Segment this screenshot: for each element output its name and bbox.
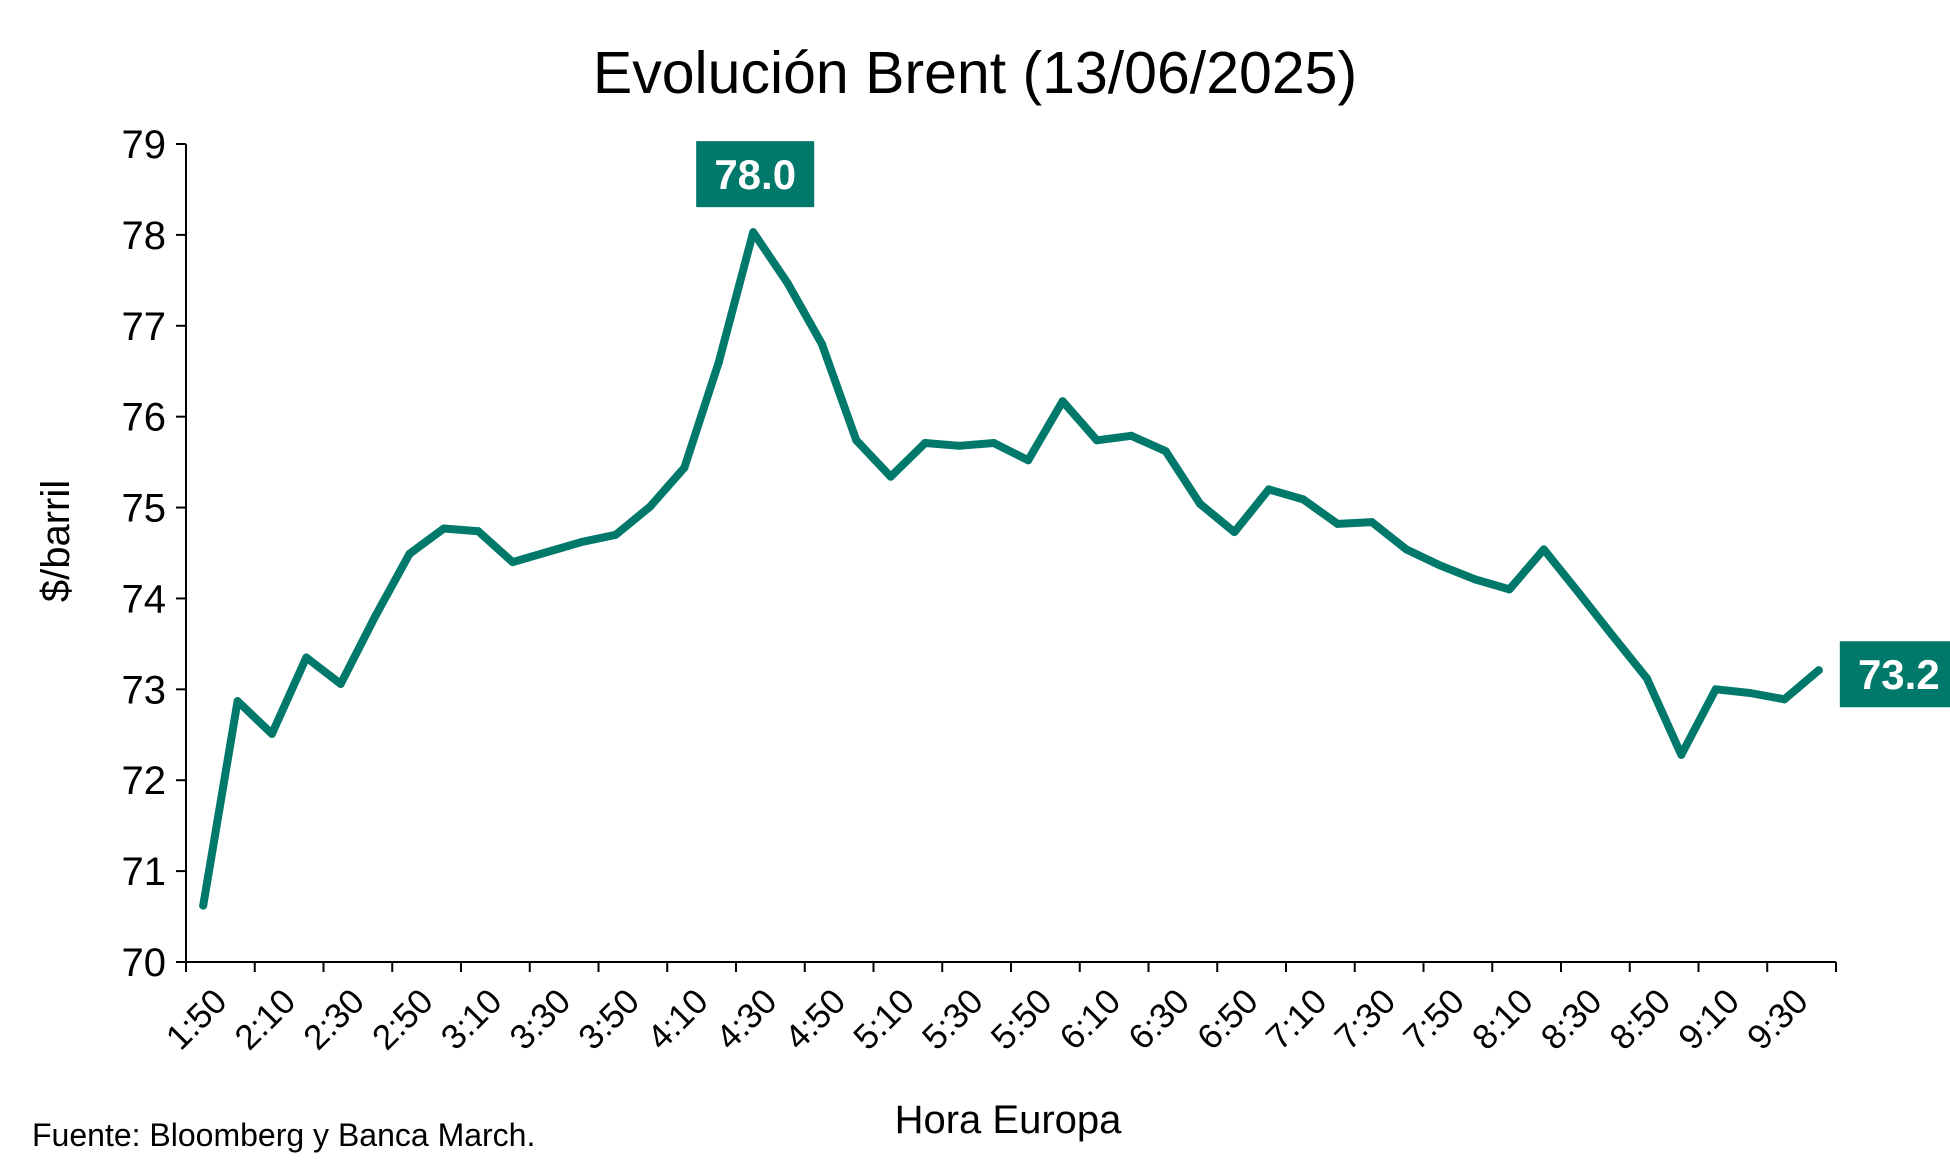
data-point: [542, 548, 551, 557]
x-tick-label: 2:10: [227, 982, 303, 1058]
x-axis-label: Hora Europa: [895, 1098, 1123, 1142]
value-callout-box: [1839, 641, 1950, 708]
data-point: [1574, 588, 1583, 597]
x-tick-label: 8:10: [1465, 982, 1541, 1058]
data-point: [1746, 688, 1755, 697]
chart-title: Evolución Brent (13/06/2025): [593, 40, 1357, 106]
data-point: [1264, 485, 1273, 494]
x-tick-label: 4:10: [640, 982, 716, 1058]
data-point: [302, 653, 311, 662]
brent-price-line: [199, 228, 1823, 910]
data-point: [474, 527, 483, 536]
y-tick-label: 78: [122, 214, 167, 258]
data-point: [1711, 685, 1720, 694]
x-tick-label: 1:50: [159, 982, 235, 1058]
y-tick-label: 73: [122, 668, 167, 712]
data-point: [1677, 750, 1686, 759]
x-tick-label: 9:30: [1740, 982, 1816, 1058]
data-point: [371, 612, 380, 621]
x-tick-label: 4:50: [777, 982, 853, 1058]
x-tick-label: 8:50: [1602, 982, 1678, 1058]
data-point: [714, 358, 723, 367]
data-point: [1299, 495, 1308, 504]
x-tick-label: 5:50: [984, 982, 1060, 1058]
data-point: [1814, 666, 1823, 675]
data-point: [1058, 397, 1067, 406]
data-point: [955, 441, 964, 450]
data-point: [989, 439, 998, 448]
data-point: [1092, 436, 1101, 445]
x-tick-label: 6:30: [1121, 982, 1197, 1058]
x-tick-label: 3:30: [502, 982, 578, 1058]
x-tick-label: 2:30: [296, 982, 372, 1058]
data-point: [921, 439, 930, 448]
data-point: [1024, 456, 1033, 465]
value-callout-box: [696, 141, 815, 208]
y-axis: 70 71 72 73 74 75 76 77 78 79: [122, 123, 187, 985]
x-tick-label: 3:50: [571, 982, 647, 1058]
source-note: Fuente: Bloomberg y Banca March.: [32, 1117, 535, 1153]
x-tick-label: 5:30: [915, 982, 991, 1058]
data-point: [1436, 561, 1445, 570]
data-point: [267, 729, 276, 738]
data-point: [817, 339, 826, 348]
data-point: [749, 228, 758, 237]
data-point: [1230, 528, 1239, 537]
data-point: [508, 558, 517, 567]
data-point: [611, 530, 620, 539]
data-point: [886, 472, 895, 481]
y-axis-label: $/barril: [34, 480, 78, 602]
data-point: [1471, 575, 1480, 584]
data-point: [336, 679, 345, 688]
y-tick-label: 77: [122, 305, 167, 349]
x-tick-label: 7:10: [1259, 982, 1335, 1058]
data-point: [405, 549, 414, 558]
data-point: [1539, 545, 1548, 554]
data-point: [680, 463, 689, 472]
series-group: [199, 228, 1823, 910]
x-tick-label: 7:50: [1396, 982, 1472, 1058]
x-tick-label: 6:50: [1190, 982, 1266, 1058]
x-tick-label: 4:30: [709, 982, 785, 1058]
data-point: [1367, 518, 1376, 527]
data-point: [1161, 447, 1170, 456]
y-tick-label: 75: [122, 487, 167, 531]
x-axis: 1:502:102:302:503:103:303:504:104:304:50…: [159, 961, 1837, 1058]
x-tick-label: 5:10: [846, 982, 922, 1058]
x-tick-label: 8:30: [1534, 982, 1610, 1058]
x-tick-label: 3:10: [434, 982, 510, 1058]
x-tick-label: 7:30: [1327, 982, 1403, 1058]
x-tick-label: 2:50: [365, 982, 441, 1058]
value-callout-label: 78.0: [714, 151, 796, 198]
data-point: [1127, 431, 1136, 440]
value-callout-label: 73.2: [1858, 651, 1940, 698]
data-point: [577, 538, 586, 547]
data-point: [1642, 674, 1651, 683]
data-point: [783, 279, 792, 288]
x-tick-label: 9:10: [1671, 982, 1747, 1058]
y-tick-label: 71: [122, 850, 167, 894]
y-tick-label: 74: [122, 577, 167, 621]
data-point: [852, 436, 861, 445]
data-point: [439, 524, 448, 533]
data-point: [1402, 545, 1411, 554]
callout-group: 78.0 73.2: [696, 141, 1950, 708]
data-point: [233, 697, 242, 706]
data-point: [1505, 585, 1514, 594]
data-point: [1196, 499, 1205, 508]
x-tick-label: 6:10: [1052, 982, 1128, 1058]
data-point: [199, 901, 208, 910]
data-point: [1608, 631, 1617, 640]
y-tick-label: 76: [122, 396, 167, 440]
data-point: [646, 502, 655, 511]
y-tick-label: 72: [122, 759, 167, 803]
data-point: [1333, 519, 1342, 528]
y-tick-label: 70: [122, 941, 167, 985]
y-tick-label: 79: [122, 123, 167, 167]
data-point: [1780, 695, 1789, 704]
